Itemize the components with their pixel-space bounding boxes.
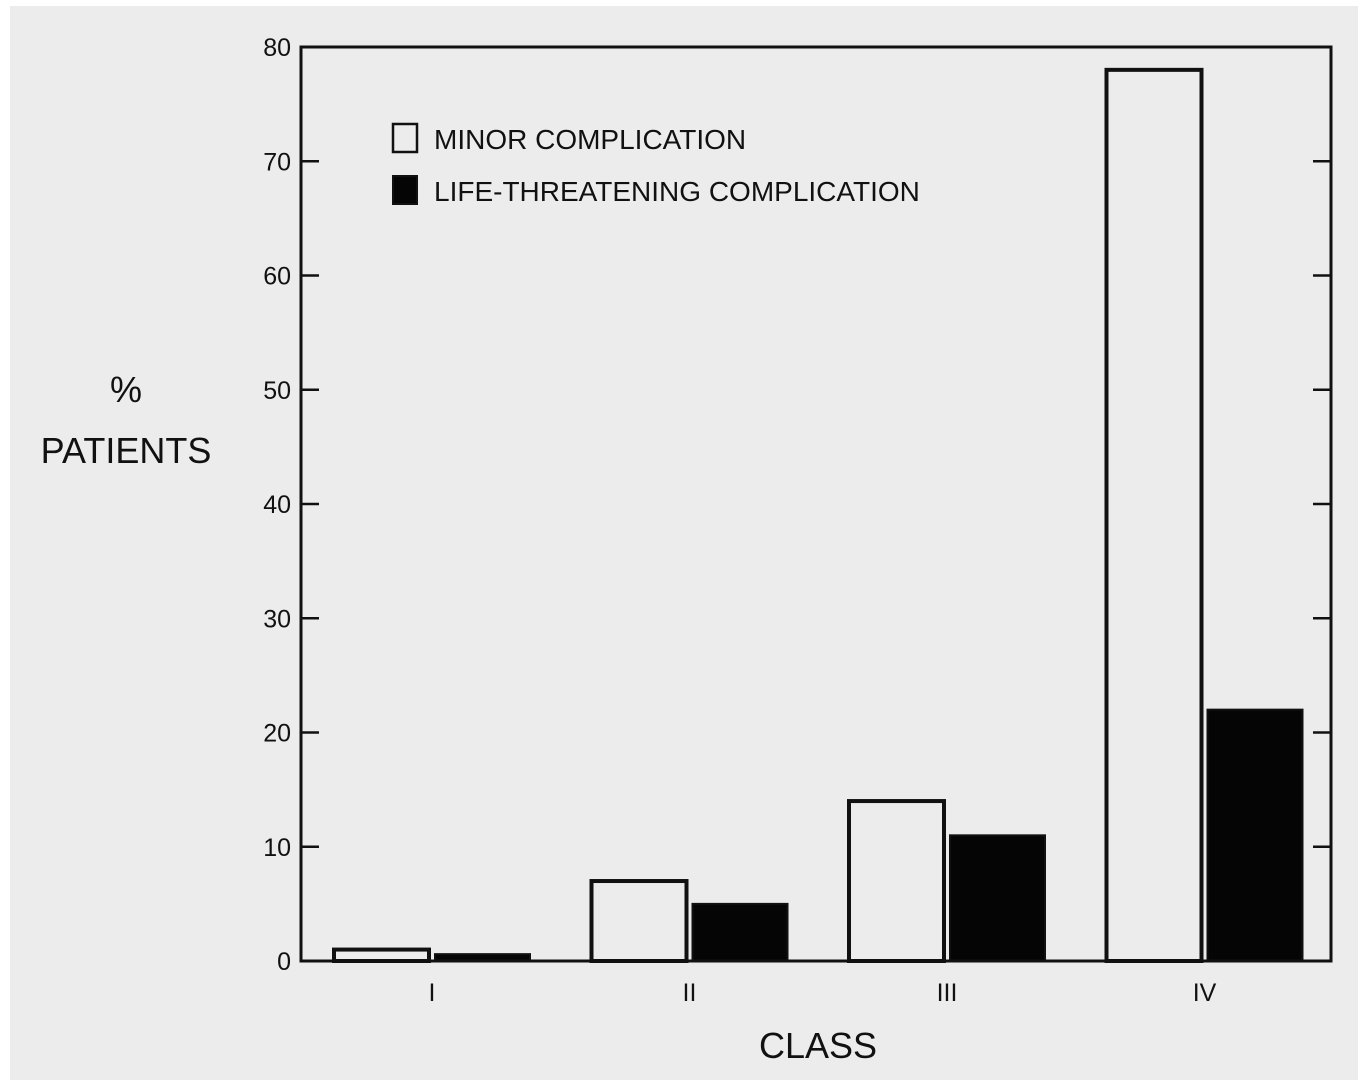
bar-minor-class-iv: [1104, 67, 1204, 964]
legend-label-life-threatening-complication: LIFE-THREATENING COMPLICATION: [434, 176, 920, 207]
y-tick-label: 0: [277, 948, 291, 976]
y-tick-label: 50: [263, 377, 291, 405]
y-tick-label: 20: [263, 720, 291, 748]
x-tick-label: II: [683, 979, 697, 1007]
y-tick-label: 30: [263, 605, 291, 633]
x-tick-label: III: [937, 979, 958, 1007]
x-tick-label: IV: [1193, 979, 1217, 1007]
bar-life-threatening-class-iv: [1206, 708, 1304, 963]
legend-swatch-minor-complication: [391, 122, 419, 154]
legend: MINOR COMPLICATION LIFE-THREATENING COMP…: [391, 122, 920, 207]
bar-minor-class-iii: [847, 799, 946, 963]
bar-life-threatening-class-ii: [691, 902, 789, 962]
y-tick-label: 70: [263, 148, 291, 176]
legend-swatch-life-threatening-complication: [392, 175, 418, 205]
y-tick-label: 60: [263, 263, 291, 291]
legend-label-minor-complication: MINOR COMPLICATION: [434, 124, 746, 155]
bar-minor-class-ii: [589, 879, 689, 964]
y-axis: 0 10 20 30 40 50 60 70 80: [263, 34, 1331, 976]
y-axis-label-symbol: %: [110, 369, 142, 410]
y-tick-label: 40: [263, 491, 291, 519]
bars-layer: [332, 67, 1304, 964]
y-axis-label: PATIENTS: [41, 430, 212, 471]
x-axis-label: CLASS: [759, 1025, 877, 1066]
x-tick-label: I: [429, 979, 436, 1007]
bar-life-threatening-class-iii: [949, 834, 1046, 963]
y-tick-label: 80: [263, 34, 291, 62]
x-axis: I II III IV: [429, 979, 1217, 1007]
bar-minor-class-i: [332, 947, 431, 964]
y-tick-label: 10: [263, 834, 291, 862]
